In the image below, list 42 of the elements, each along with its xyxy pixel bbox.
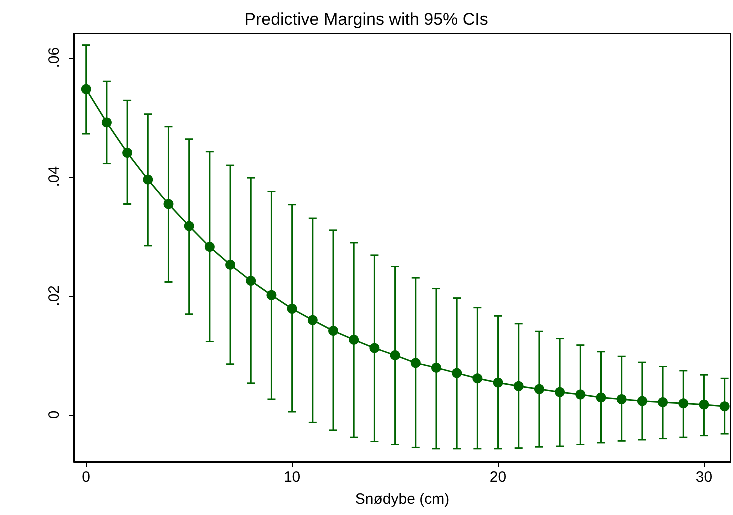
point [143,174,154,185]
point [370,343,380,354]
point [328,326,339,336]
point [616,394,627,404]
x-tick-label: 20 [490,469,507,486]
point [658,397,668,408]
point [555,387,566,398]
point [452,368,462,378]
y-tick-label: .04 [46,166,63,188]
point [493,378,504,388]
point [596,392,606,403]
point [81,84,92,94]
point [287,304,298,314]
point [699,400,710,410]
point [226,260,236,270]
point [472,374,483,384]
point [410,358,421,368]
point [720,402,730,412]
y-tick-label: 0 [46,410,63,420]
point [349,334,360,345]
x-tick-label: 30 [696,469,713,486]
point [266,290,277,300]
point [514,381,524,392]
point [102,118,112,128]
x-tick-label: 0 [82,469,91,486]
point [204,242,215,252]
point [678,398,689,409]
point [390,350,400,360]
point [576,390,586,400]
point [637,396,648,406]
chart-title: Predictive Margins with 95% CIs [244,10,488,29]
y-tick-label: .06 [46,47,63,68]
point [431,362,442,373]
point [164,199,174,210]
point [122,148,133,158]
x-tick-label: 10 [284,469,301,486]
point [534,384,544,394]
x-axis-title: Snødybe (cm) [355,491,450,508]
point [246,276,256,286]
point [184,221,194,232]
y-tick-label: .02 [46,285,63,306]
point [308,315,318,326]
